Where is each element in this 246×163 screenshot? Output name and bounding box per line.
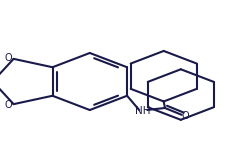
Text: O: O	[4, 100, 12, 110]
Text: O: O	[4, 53, 12, 63]
Text: O: O	[182, 111, 189, 121]
Text: NH: NH	[135, 106, 150, 116]
